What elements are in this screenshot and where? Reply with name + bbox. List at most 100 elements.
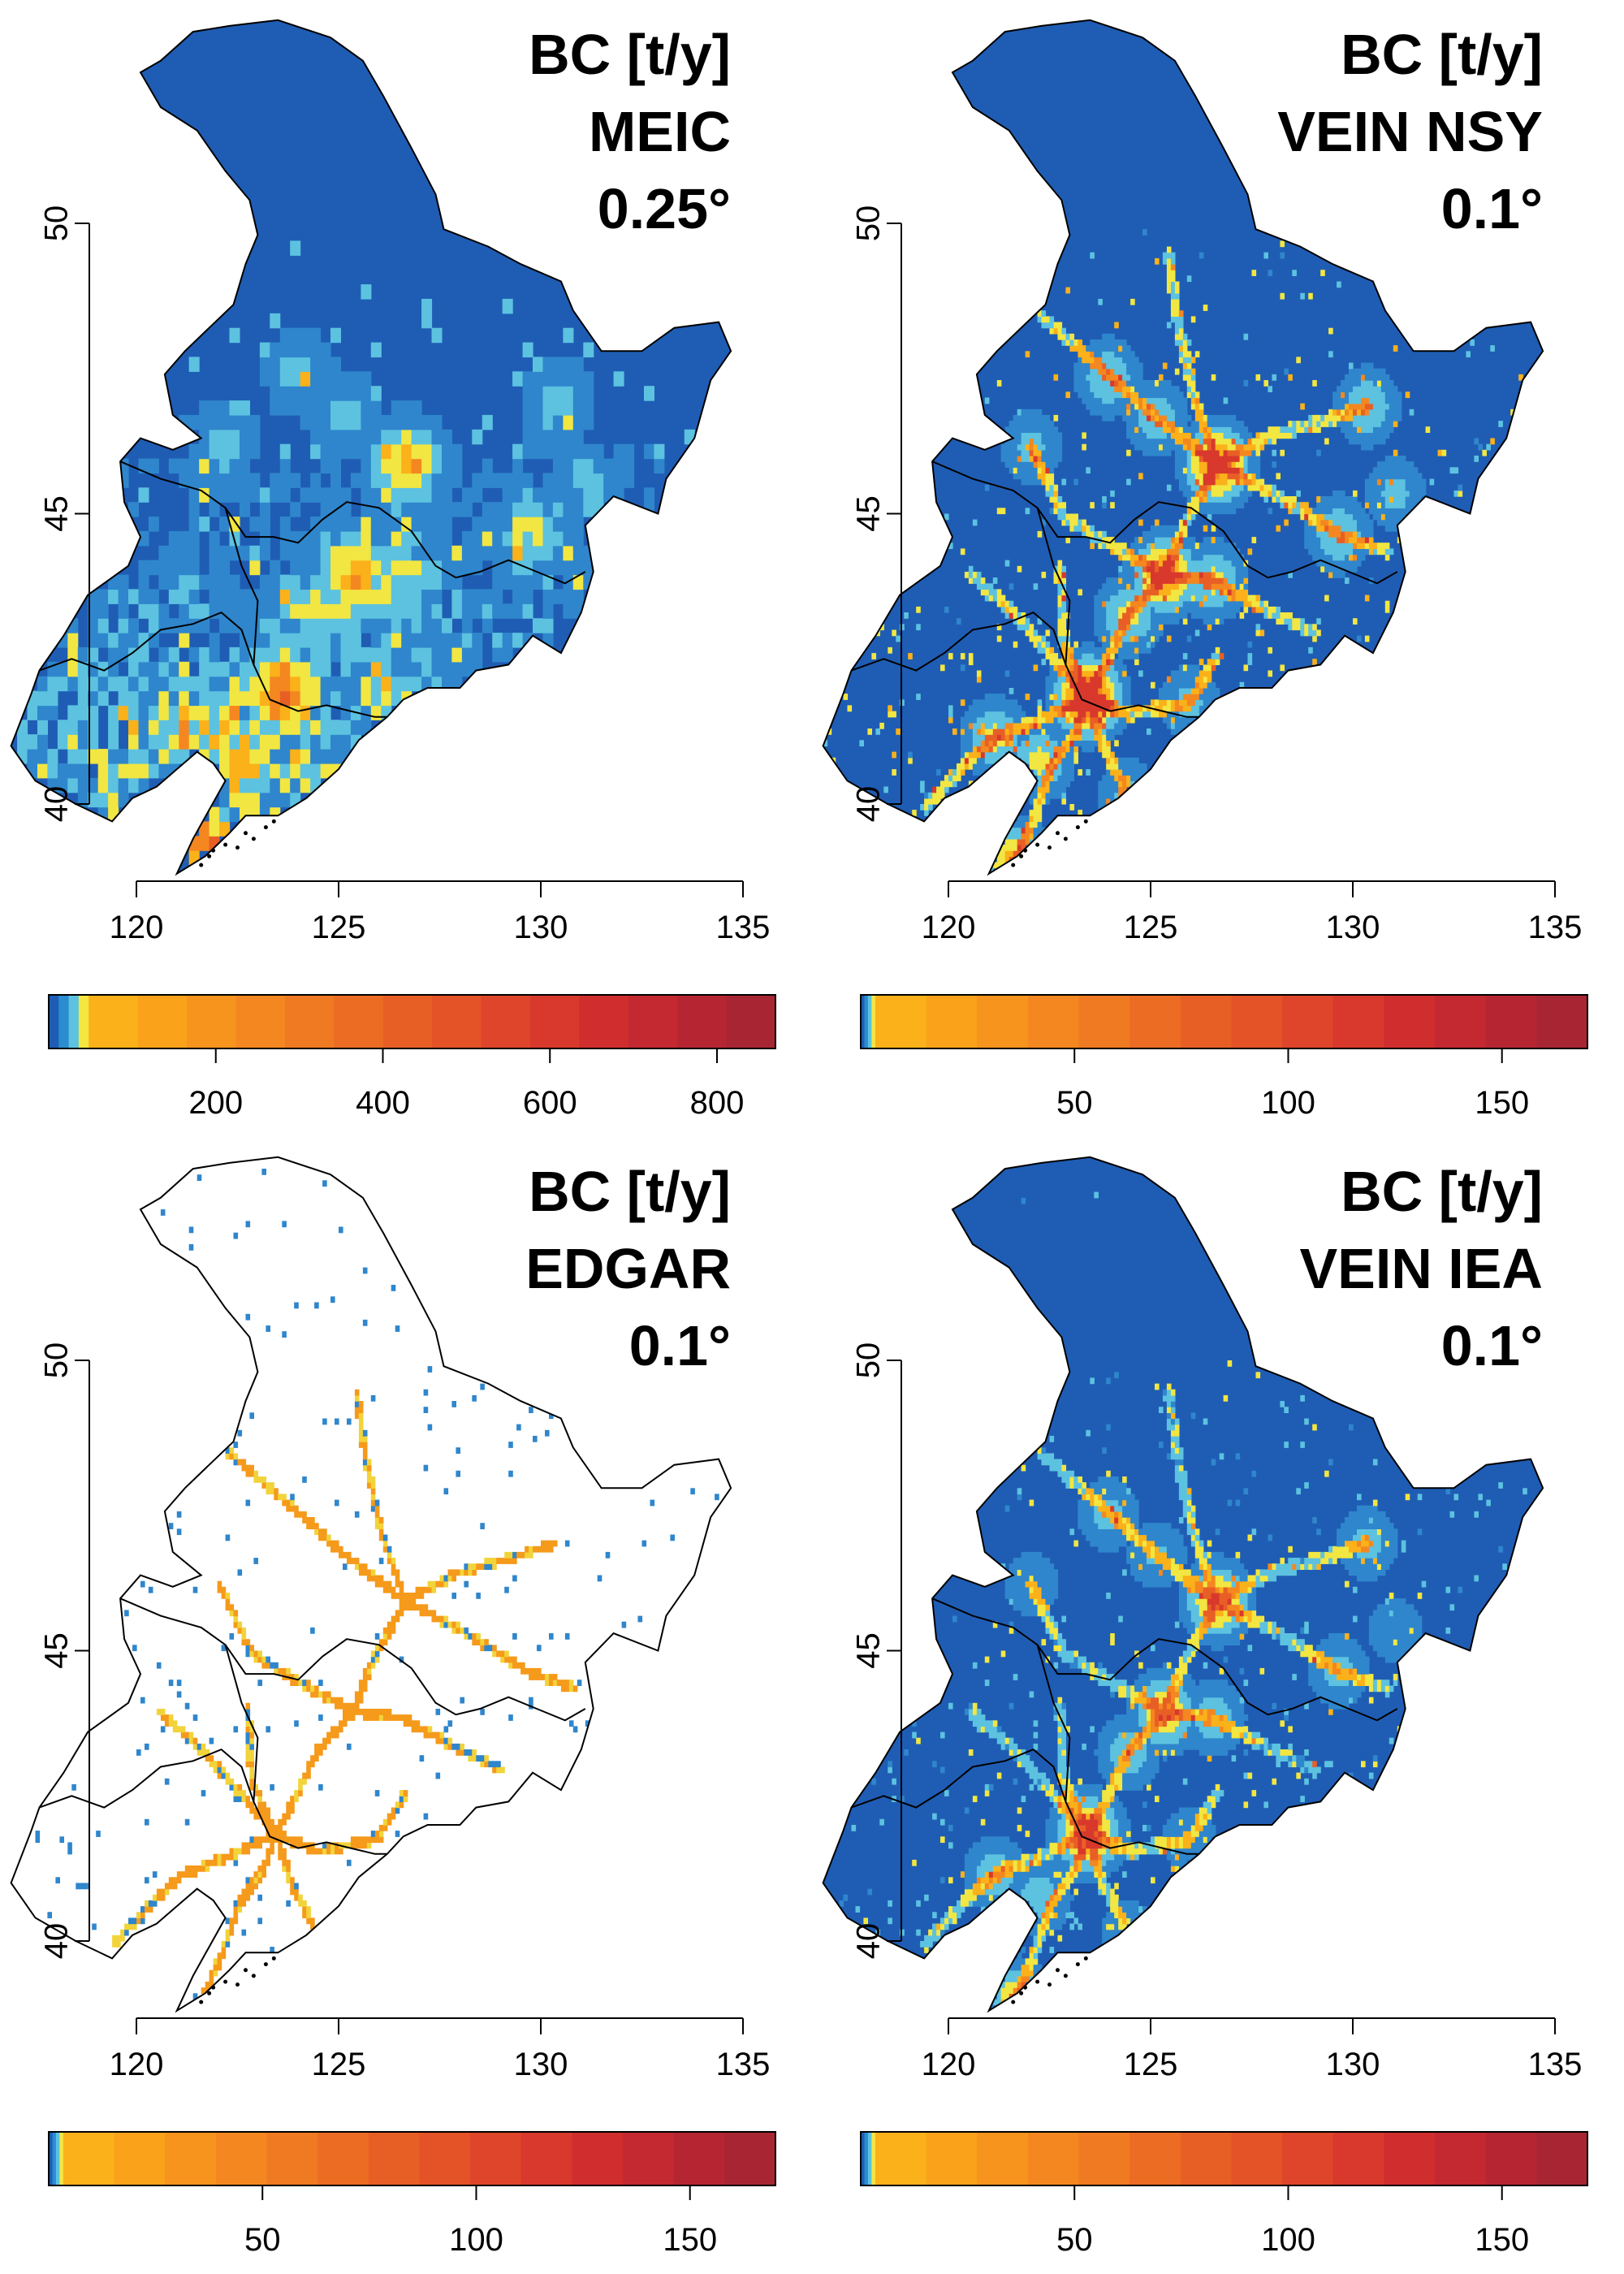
title-variable: BC [t/y] — [529, 23, 731, 86]
grid-cell — [1337, 543, 1341, 549]
grid-cell — [1219, 461, 1224, 468]
grid-cell — [1078, 711, 1082, 718]
grid-cell — [229, 414, 240, 430]
grid-cell — [1384, 461, 1390, 468]
grid-cell — [1102, 786, 1107, 793]
grid-cell — [1049, 763, 1055, 770]
grid-cell — [213, 1969, 218, 1977]
grid-cell — [1215, 577, 1220, 584]
grid-cell — [461, 618, 473, 633]
grid-cell — [1215, 421, 1220, 427]
grid-cell — [240, 676, 250, 692]
grid-cell — [340, 749, 352, 764]
grid-cell — [1174, 600, 1180, 607]
grid-cell — [1174, 530, 1180, 538]
grid-cell — [1349, 391, 1354, 399]
grid-cell — [1389, 426, 1394, 433]
grid-cell — [1049, 705, 1055, 712]
grid-cell — [1207, 670, 1212, 677]
grid-cell — [1364, 530, 1370, 538]
grid-cell — [1364, 635, 1370, 642]
grid-cell — [245, 1499, 251, 1507]
grid-cell — [1126, 560, 1131, 567]
grid-cell — [1247, 478, 1253, 486]
grid-cell — [1194, 554, 1200, 561]
grid-cell — [118, 676, 129, 692]
grid-cell — [1186, 456, 1192, 462]
grid-cell — [152, 1894, 158, 1901]
grid-cell — [253, 1871, 258, 1878]
grid-cell — [1041, 763, 1047, 770]
grid-cell — [1106, 362, 1111, 370]
grid-cell — [1353, 496, 1358, 503]
grid-cell — [984, 397, 990, 404]
grid-cell — [1384, 403, 1390, 410]
grid-cell — [1033, 815, 1039, 823]
grid-cell — [340, 443, 352, 460]
grid-cell — [1389, 403, 1394, 410]
grid-cell — [1174, 694, 1180, 700]
grid-cell — [1094, 664, 1099, 672]
grid-cell — [1170, 606, 1176, 613]
grid-cell — [1090, 646, 1095, 654]
grid-cell — [1223, 589, 1229, 596]
grid-cell — [1037, 804, 1043, 811]
grid-cell — [1409, 490, 1415, 497]
grid-cell — [401, 473, 412, 488]
grid-cell — [1033, 722, 1039, 729]
grid-cell — [1203, 537, 1208, 543]
grid-cell — [1033, 716, 1039, 724]
grid-cell — [1122, 577, 1127, 584]
grid-cell — [1094, 699, 1099, 707]
grid-cell — [976, 572, 982, 578]
grid-cell — [381, 633, 392, 648]
grid-cell — [1114, 391, 1119, 399]
grid-cell — [1162, 681, 1168, 689]
grid-cell — [542, 517, 554, 532]
grid-cell — [1316, 426, 1321, 433]
grid-cell — [1203, 473, 1208, 480]
grid-cell — [1078, 525, 1082, 532]
grid-cell — [1037, 821, 1043, 828]
grid-cell — [1114, 409, 1119, 416]
grid-cell — [300, 530, 311, 547]
grid-cell — [1090, 664, 1095, 672]
grid-cell — [1118, 763, 1123, 770]
grid-cell — [1243, 432, 1249, 439]
grid-cell — [1049, 478, 1055, 486]
grid-cell — [583, 386, 594, 401]
grid-cell — [1126, 432, 1131, 439]
grid-cell — [1203, 583, 1208, 590]
grid-cell — [1166, 711, 1172, 718]
grid-cell — [1082, 525, 1086, 532]
grid-cell — [1082, 746, 1086, 753]
grid-cell — [257, 1865, 262, 1872]
grid-cell — [1324, 496, 1329, 503]
grid-cell — [442, 661, 452, 677]
grid-cell — [199, 517, 210, 532]
grid-cell — [924, 810, 929, 816]
grid-cell — [1138, 519, 1143, 526]
grid-cell — [1215, 688, 1220, 694]
grid-cell — [1186, 368, 1192, 375]
grid-cell — [1268, 438, 1272, 445]
grid-cell — [1151, 600, 1155, 607]
grid-cell — [1211, 461, 1216, 468]
grid-cell — [1009, 845, 1014, 851]
grid-cell — [330, 690, 341, 707]
grid-cell — [431, 530, 443, 547]
grid-cell — [1110, 705, 1115, 712]
grid-cell — [1126, 641, 1131, 648]
grid-cell — [1332, 421, 1337, 427]
grid-cell — [1316, 629, 1321, 637]
grid-cell — [1166, 705, 1172, 712]
grid-cell — [411, 414, 422, 430]
grid-cell — [249, 1731, 254, 1739]
grid-cell — [976, 716, 982, 724]
grid-cell — [1114, 659, 1119, 665]
grid-cell — [1276, 606, 1281, 613]
grid-cell — [908, 653, 913, 659]
grid-cell — [583, 487, 594, 503]
grid-cell — [1114, 646, 1119, 654]
x-tick-label: 120 — [922, 910, 976, 945]
